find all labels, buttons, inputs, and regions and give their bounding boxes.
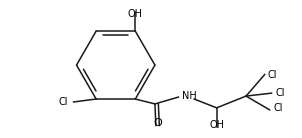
Text: Cl: Cl (274, 103, 283, 113)
Text: Cl: Cl (58, 97, 68, 107)
Text: OH: OH (209, 120, 224, 130)
Text: OH: OH (128, 9, 143, 19)
Text: Cl: Cl (268, 70, 277, 80)
Text: O: O (153, 118, 162, 128)
Text: Cl: Cl (275, 88, 285, 98)
Text: NH: NH (182, 91, 197, 101)
